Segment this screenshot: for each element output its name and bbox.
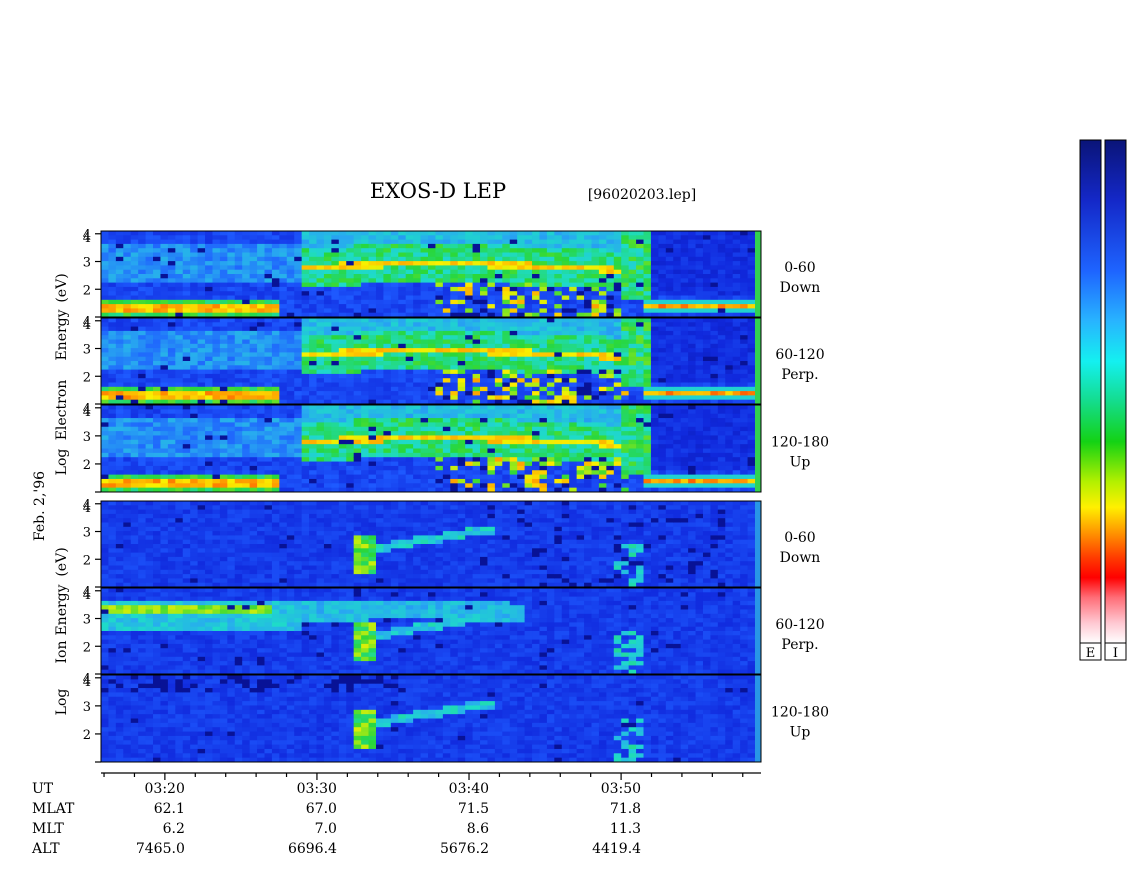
ytick-label: 4 xyxy=(83,231,91,246)
panel-direction-label: Up xyxy=(790,455,811,471)
ytick-label: 4 xyxy=(83,402,91,417)
ytick-label: 2 xyxy=(83,370,91,385)
panel-direction-label: Down xyxy=(780,280,821,296)
table-cell: 03:30 xyxy=(297,781,337,797)
table-cell: 7.0 xyxy=(315,821,337,837)
table-cell: 03:50 xyxy=(601,781,641,797)
ytick-label: 4 xyxy=(83,675,91,690)
ytick-label: 2 xyxy=(83,728,91,743)
group-ylabel-word: (eV) xyxy=(54,273,70,302)
panel-angle-label: 120-180 xyxy=(771,705,829,721)
colorbar-ion: I xyxy=(1104,139,1127,661)
date-label: Feb. 2,'96 xyxy=(32,471,48,541)
ytick-label: 4 xyxy=(83,672,91,687)
table-cell: 5676.2 xyxy=(440,841,489,857)
ytick-label: 4 xyxy=(83,318,91,333)
panel-direction-label: Up xyxy=(790,725,811,741)
ytick-label: 4 xyxy=(83,588,91,603)
panel-angle-label: 60-120 xyxy=(775,347,824,363)
ytick-label: 3 xyxy=(83,700,91,715)
ytick-label: 4 xyxy=(83,501,91,516)
ytick-label: 4 xyxy=(83,315,91,330)
group-ylabel-word: Energy xyxy=(54,309,70,360)
ytick-label: 3 xyxy=(83,256,91,271)
panel-direction-label: Perp. xyxy=(781,367,818,383)
table-cell: 6.2 xyxy=(163,821,185,837)
table-row-label: UT xyxy=(32,781,54,797)
table-cell: 4419.4 xyxy=(592,841,641,857)
panel-angle-label: 0-60 xyxy=(784,260,815,276)
ytick-label: 4 xyxy=(83,585,91,600)
table-cell: 11.3 xyxy=(610,821,641,837)
table-cell: 6696.4 xyxy=(288,841,337,857)
group-ylabel-word: (eV) xyxy=(54,547,70,576)
table-row-label: MLT xyxy=(32,821,64,837)
table-cell: 71.5 xyxy=(458,801,489,817)
panel-direction-label: Down xyxy=(780,550,821,566)
table-cell: 03:20 xyxy=(145,781,185,797)
ytick-label: 3 xyxy=(83,430,91,445)
panel-angle-label: 60-120 xyxy=(775,617,824,633)
panel-angle-label: 0-60 xyxy=(784,530,815,546)
group-ylabel-word: Log xyxy=(54,449,70,476)
colorbar-i-label: I xyxy=(1113,646,1118,661)
ytick-label: 2 xyxy=(83,640,91,655)
colorbar-electron: E xyxy=(1079,139,1102,661)
file-label: [96020203.lep] xyxy=(588,187,696,203)
group-ylabel-word: Electron xyxy=(54,380,70,441)
table-row-label: ALT xyxy=(31,841,60,857)
panel-direction-label: Perp. xyxy=(781,637,818,653)
table-cell: 8.6 xyxy=(467,821,489,837)
ytick-label: 4 xyxy=(83,228,91,243)
group-ylabel-word: Energy xyxy=(54,584,70,635)
ytick-label: 4 xyxy=(83,498,91,513)
group-ylabel-word: Log xyxy=(54,689,70,716)
colorbar-e-label: E xyxy=(1086,646,1096,661)
table-cell: 62.1 xyxy=(154,801,185,817)
chart-title: EXOS-D LEP xyxy=(370,179,506,203)
ytick-label: 3 xyxy=(83,613,91,628)
panel-angle-label: 120-180 xyxy=(771,435,829,451)
ytick-label: 2 xyxy=(83,458,91,473)
ytick-label: 4 xyxy=(83,405,91,420)
group-ylabel-word: Ion xyxy=(54,641,70,664)
ytick-label: 2 xyxy=(83,283,91,298)
table-cell: 71.8 xyxy=(610,801,641,817)
table-cell: 7465.0 xyxy=(136,841,185,857)
table-row-label: MLAT xyxy=(32,801,75,817)
ytick-label: 2 xyxy=(83,553,91,568)
ytick-label: 3 xyxy=(83,343,91,358)
table-cell: 03:40 xyxy=(449,781,489,797)
ytick-label: 3 xyxy=(83,526,91,541)
table-cell: 67.0 xyxy=(306,801,337,817)
